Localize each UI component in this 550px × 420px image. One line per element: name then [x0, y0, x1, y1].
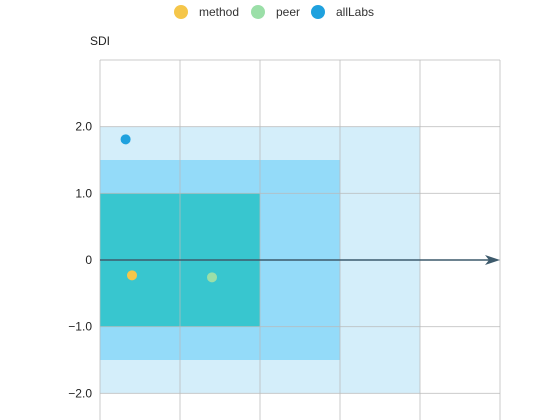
legend-label-allLabs: allLabs — [336, 5, 374, 19]
data-points — [120, 134, 217, 283]
y-tick-label: 2.0 — [75, 120, 92, 134]
y-axis-ticks: 2.0 1.0 0 −1.0 −2.0 — [68, 120, 92, 401]
arrow-head — [485, 255, 500, 265]
legend-marker-method — [174, 5, 188, 19]
y-tick-label: −1.0 — [68, 320, 92, 334]
data-point-peer — [207, 272, 217, 283]
legend-label-method: method — [199, 5, 239, 19]
data-point-allLabs — [120, 134, 131, 145]
y-tick-label: −2.0 — [68, 386, 92, 400]
legend: method peer allLabs — [174, 5, 374, 19]
data-point-method — [127, 270, 137, 281]
legend-marker-peer — [251, 5, 265, 19]
y-tick-label: 0 — [85, 253, 92, 267]
y-axis-title: SDI — [90, 34, 110, 48]
y-tick-label: 1.0 — [75, 186, 92, 200]
legend-label-peer: peer — [276, 5, 300, 19]
zero-arrow — [100, 255, 500, 265]
legend-marker-allLabs — [311, 5, 325, 19]
